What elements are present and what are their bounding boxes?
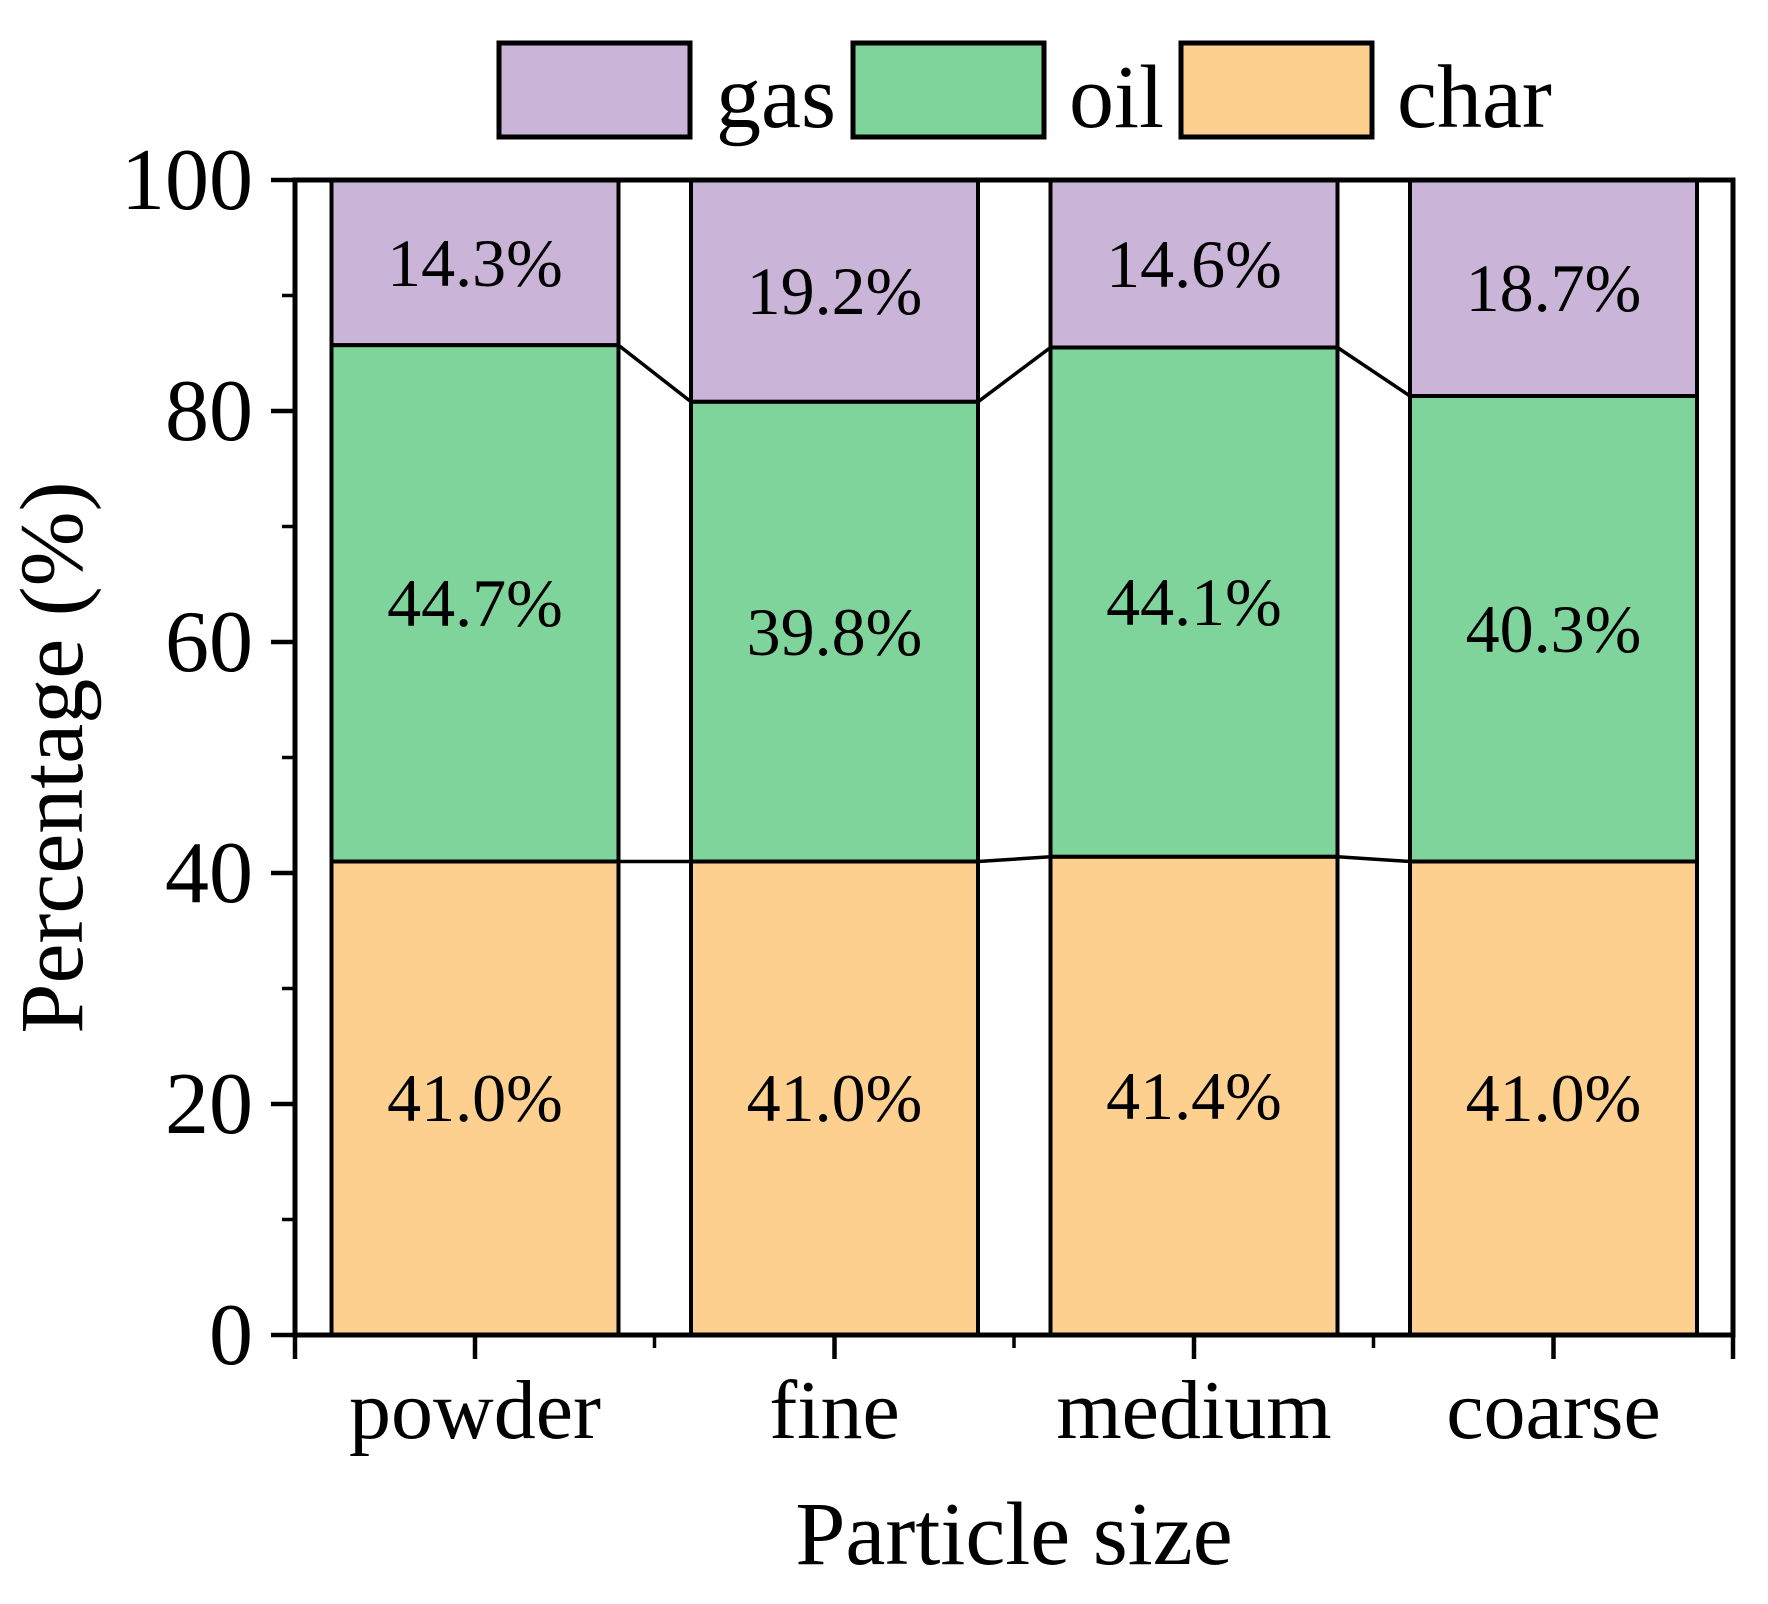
bar-powder	[329, 178, 621, 1337]
connector-char-top-medium-coarse	[1337, 855, 1411, 864]
bar-powder-char-label: 41.0%	[387, 1060, 563, 1136]
segment-value-labels: 14.3% 44.7% 41.0% 19.2% 39.8% 41.0% 14.6…	[387, 225, 1641, 1136]
x-category-label-fine: fine	[769, 1364, 900, 1457]
legend-label-char: char	[1397, 48, 1552, 147]
y-tick-label-80: 80	[165, 363, 253, 460]
bar-fine	[689, 178, 980, 1337]
bar-fine-gas-segment	[689, 178, 980, 404]
y-axis-minor-ticks	[282, 293, 295, 1222]
bar-powder-oil-label: 44.7%	[387, 565, 563, 641]
connector-oil-top-fine-medium	[976, 346, 1052, 404]
bar-coarse	[1408, 178, 1699, 1337]
y-tick-label-40: 40	[165, 825, 253, 922]
bars	[329, 178, 1699, 1337]
bar-medium-gas-label: 14.6%	[1106, 226, 1282, 302]
x-category-label-powder: powder	[349, 1364, 601, 1457]
y-axis-major-ticks	[271, 177, 295, 1338]
bar-fine-oil-segment	[689, 399, 980, 864]
bar-medium-char-label: 41.4%	[1106, 1058, 1282, 1134]
legend-label-gas: gas	[716, 48, 836, 147]
legend-swatch-gas	[496, 40, 693, 140]
legend: gas oil char	[496, 40, 1552, 147]
x-axis-minor-ticks	[652, 1335, 1376, 1348]
x-axis-major-ticks	[292, 1335, 1736, 1359]
bar-medium-oil-segment	[1048, 345, 1340, 859]
legend-swatch-char	[1178, 40, 1375, 140]
y-tick-label-100: 100	[121, 132, 253, 229]
bar-medium	[1048, 178, 1340, 1337]
x-axis-title: Particle size	[795, 1485, 1232, 1584]
segment-connector-lines	[617, 343, 1411, 864]
connector-char-top-fine-medium	[977, 855, 1051, 864]
x-category-label-medium: medium	[1056, 1364, 1331, 1457]
bar-coarse-char-segment	[1408, 859, 1699, 1337]
y-axis-title: Percentage (%)	[3, 481, 102, 1033]
bar-fine-gas-label: 19.2%	[747, 253, 923, 329]
bar-coarse-gas-segment	[1408, 178, 1699, 398]
bar-fine-char-segment	[689, 859, 980, 1337]
y-tick-label-0: 0	[209, 1287, 253, 1384]
y-tick-label-20: 20	[165, 1056, 253, 1153]
y-axis-tick-labels: 0 20 40 60 80 100	[121, 132, 253, 1384]
bar-medium-oil-label: 44.1%	[1106, 564, 1282, 640]
bar-coarse-oil-label: 40.3%	[1466, 591, 1642, 667]
bar-powder-gas-label: 14.3%	[387, 225, 563, 301]
connector-oil-top-powder-fine	[617, 343, 693, 404]
x-axis-category-labels: powder fine medium coarse	[349, 1364, 1661, 1457]
bar-coarse-gas-label: 18.7%	[1466, 250, 1642, 326]
bar-fine-char-label: 41.0%	[747, 1060, 923, 1136]
bar-fine-oil-label: 39.8%	[747, 594, 923, 670]
bar-powder-oil-segment	[329, 343, 621, 864]
bar-powder-gas-segment	[329, 178, 621, 348]
legend-label-oil: oil	[1069, 48, 1164, 147]
bar-coarse-oil-segment	[1408, 394, 1699, 864]
bar-coarse-char-label: 41.0%	[1466, 1060, 1642, 1136]
bar-powder-char-segment	[329, 859, 621, 1337]
y-tick-label-60: 60	[165, 594, 253, 691]
connector-oil-top-medium-coarse	[1336, 346, 1411, 398]
x-category-label-coarse: coarse	[1446, 1364, 1661, 1457]
legend-swatch-oil	[850, 40, 1047, 140]
